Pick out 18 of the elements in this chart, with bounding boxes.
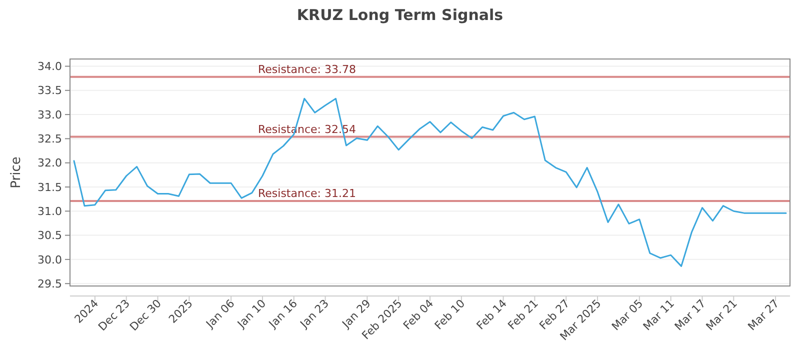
y-tick-label: 32.5 <box>38 132 62 146</box>
y-tick-label: 29.5 <box>38 277 62 290</box>
y-axis-title: Price <box>9 156 24 188</box>
x-tick-label: Mar 27 <box>745 296 782 334</box>
y-tick-label: 31.0 <box>38 204 62 218</box>
y-tick-label: 31.5 <box>38 180 62 194</box>
ref-line-label: Resistance: 31.21 <box>258 186 356 200</box>
y-tick-label: 34.0 <box>38 60 62 74</box>
y-tick-label: 32.0 <box>38 156 62 170</box>
y-tick-label: 30.5 <box>38 229 62 242</box>
y-tick-label: 30.0 <box>38 253 62 266</box>
chart-title: KRUZ Long Term Signals <box>296 6 504 24</box>
x-tick-label: Feb 10 <box>432 296 468 332</box>
y-tick-label: 33.0 <box>38 108 62 122</box>
ref-line-label: Resistance: 33.78 <box>258 62 356 76</box>
x-tick-label: Mar 21 <box>704 296 740 334</box>
line-series <box>73 98 787 267</box>
y-tick-label: 33.5 <box>38 84 62 98</box>
